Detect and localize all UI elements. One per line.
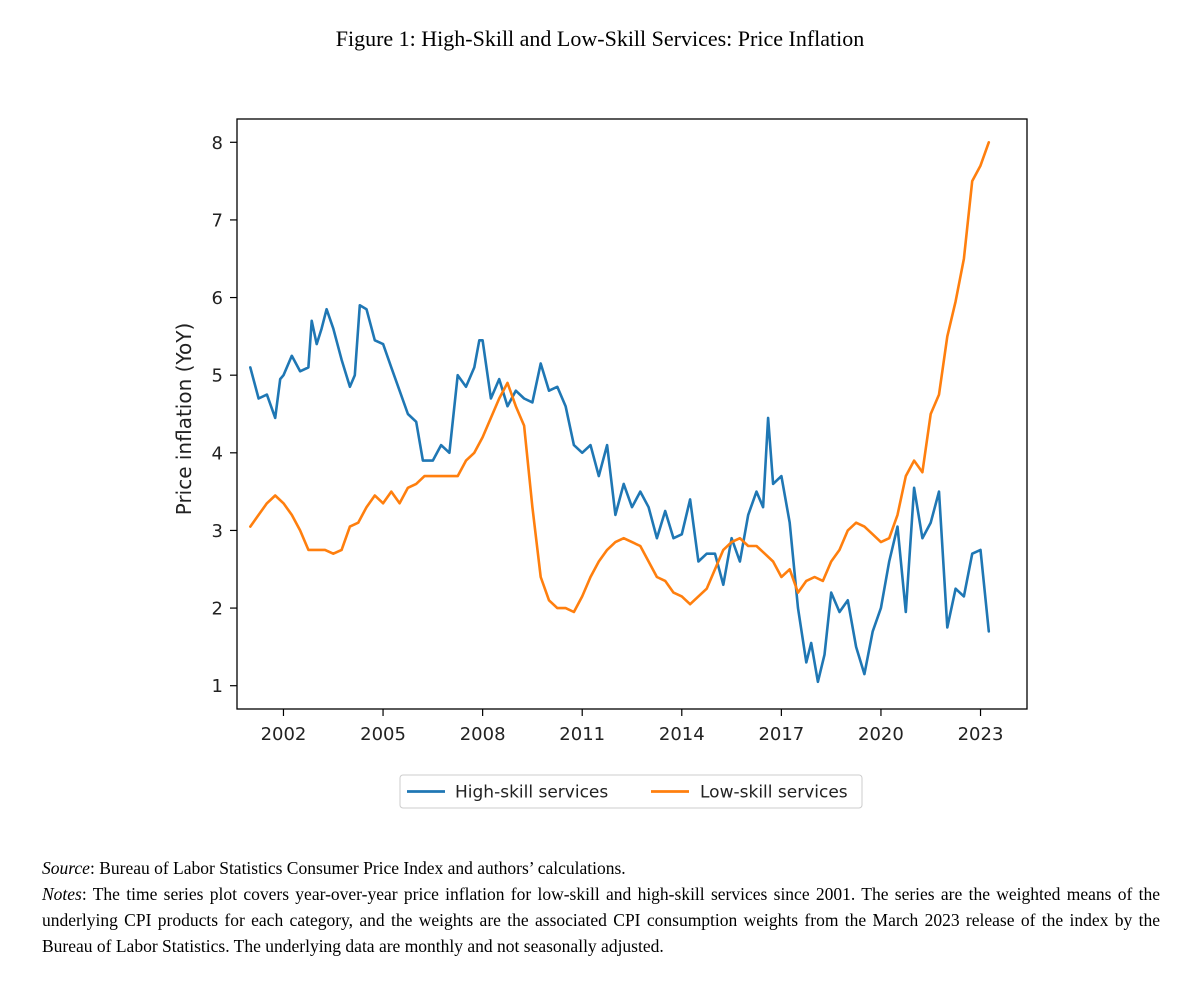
x-tick-label: 2023	[958, 724, 1004, 745]
x-tick-label: 2020	[858, 724, 904, 745]
source-label: Source	[42, 858, 90, 878]
x-tick-label: 2002	[261, 724, 307, 745]
y-axis-label: Price inflation (YoY)	[172, 323, 196, 516]
x-tick-label: 2017	[758, 724, 804, 745]
legend-label-high-skill: High-skill services	[455, 783, 608, 803]
y-tick-label: 2	[212, 599, 223, 620]
plot-area	[249, 141, 991, 684]
series-line-high-skill	[249, 303, 991, 684]
y-tick-label: 8	[212, 133, 223, 154]
x-tick-label: 2011	[559, 724, 605, 745]
x-tick-label: 2008	[460, 724, 506, 745]
line-chart: 2002 2005 2008 2011 2014 2017 2020 2023 1 2 3 4 5 6 7 8…	[172, 118, 1028, 809]
source-note: Source: Bureau of Labor Statistics Consu…	[42, 855, 1160, 881]
x-tick-label: 2014	[659, 724, 705, 745]
y-tick-label: 5	[212, 366, 223, 387]
notes-paragraph: Notes: The time series plot covers year-…	[42, 881, 1160, 959]
notes-label: Notes	[42, 884, 82, 904]
legend: High-skill services Low-skill services	[399, 774, 863, 809]
plot-frame	[236, 118, 1028, 710]
legend-label-low-skill: Low-skill services	[700, 783, 848, 803]
series-line-low-skill	[249, 141, 991, 614]
y-tick-label: 3	[212, 521, 223, 542]
figure-title: Figure 1: High-Skill and Low-Skill Servi…	[335, 26, 865, 51]
source-text: : Bureau of Labor Statistics Consumer Pr…	[89, 858, 626, 878]
x-tick-label: 2005	[360, 724, 406, 745]
y-tick-label: 6	[212, 288, 223, 309]
figure-caption: Source: Bureau of Labor Statistics Consu…	[42, 855, 1160, 959]
legend-box	[399, 774, 863, 809]
y-tick-label: 1	[212, 676, 223, 697]
notes-text: : The time series plot covers year-over-…	[42, 884, 1160, 956]
y-tick-label: 7	[212, 210, 223, 231]
y-tick-label: 4	[212, 443, 223, 464]
axes: 2002 2005 2008 2011 2014 2017 2020 2023 1 2 3 4 5 6 7 8…	[172, 118, 1028, 745]
